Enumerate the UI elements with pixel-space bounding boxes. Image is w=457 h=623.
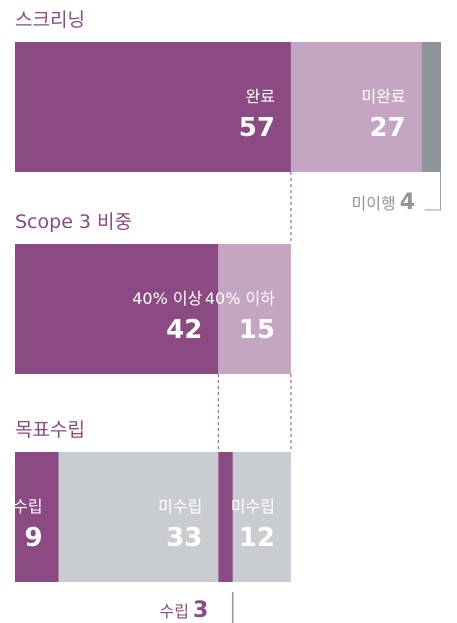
segment-label: 수립 (13, 497, 42, 516)
chart-title: Scope 3 비중 (15, 211, 132, 233)
bar-segment (218, 452, 233, 582)
outside-label: 미이행 4 (352, 190, 415, 215)
outside-label-name: 미이행 (352, 194, 396, 213)
segment-value: 42 (166, 315, 202, 345)
segment-value: 27 (369, 113, 405, 143)
bar-segment (15, 42, 291, 172)
segment-value: 57 (239, 113, 275, 143)
outside-label-value: 3 (193, 598, 208, 623)
segment-label: 미수립 (158, 497, 202, 516)
bar-segment (15, 452, 59, 582)
segment-label: 완료 (245, 87, 274, 106)
bar-segment (15, 244, 219, 374)
segment-value: 9 (24, 523, 42, 553)
outside-label-name: 수립 (160, 602, 189, 621)
segment-value: 33 (166, 523, 202, 553)
segment-value: 12 (239, 523, 275, 553)
outside-label: 수립 3 (160, 598, 209, 623)
bar-segment (218, 244, 291, 374)
segment-label: 미완료 (361, 87, 405, 106)
bracket (425, 172, 441, 211)
outside-label-value: 4 (400, 190, 415, 215)
segment-label: 40% 이상 (132, 289, 202, 308)
bar-segment (58, 452, 219, 582)
segment-label: 40% 이하 (205, 289, 275, 308)
bar-segment (290, 42, 422, 172)
chart-title: 스크리닝 (15, 9, 85, 31)
segment-label: 미수립 (231, 497, 275, 516)
bar-segment (232, 452, 291, 582)
segment-value: 15 (239, 315, 275, 345)
bar-segment (421, 42, 441, 172)
chart-title: 목표수립 (15, 419, 85, 441)
